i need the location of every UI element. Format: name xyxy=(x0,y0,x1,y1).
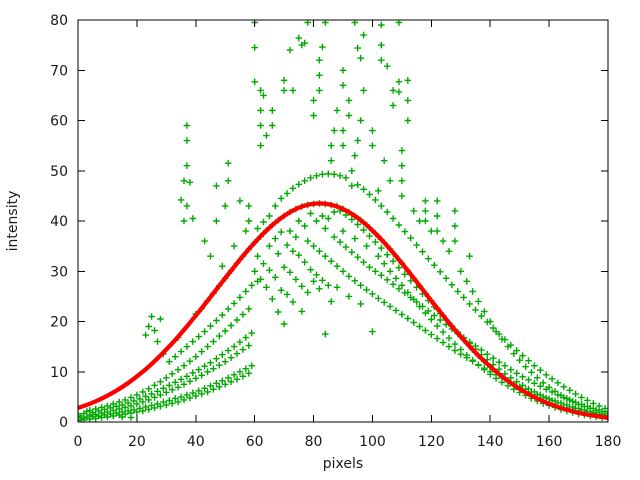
x-tick-label: 60 xyxy=(246,434,264,450)
x-tick-label: 80 xyxy=(305,434,323,450)
y-tick-label: 10 xyxy=(50,365,68,381)
fit-curve xyxy=(78,201,608,420)
y-tick-label: 20 xyxy=(50,315,68,331)
x-tick-labels: 0 20 40 60 80 100 120 140 160 180 xyxy=(74,434,622,450)
x-tick-label: 120 xyxy=(418,434,445,450)
y-tick-label: 30 xyxy=(50,264,68,280)
y-tick-label: 60 xyxy=(50,114,68,130)
y-tick-label: 70 xyxy=(50,63,68,79)
x-tick-label: 100 xyxy=(359,434,386,450)
x-tick-label: 180 xyxy=(595,434,622,450)
x-tick-label: 160 xyxy=(536,434,563,450)
y-tick-label: 0 xyxy=(59,415,68,431)
x-axis-title: pixels xyxy=(323,456,363,472)
fit-curve-series xyxy=(78,201,608,420)
x-tick-label: 0 xyxy=(74,434,83,450)
plot-border xyxy=(77,19,609,423)
x-tick-label: 40 xyxy=(187,434,205,450)
x-tick-label: 140 xyxy=(477,434,504,450)
y-axis-title: intensity xyxy=(5,191,21,252)
y-tick-label: 40 xyxy=(50,214,68,230)
y-tick-label: 50 xyxy=(50,164,68,180)
x-tick-label: 20 xyxy=(128,434,146,450)
y-tick-labels: 0 10 20 30 40 50 60 70 80 xyxy=(50,13,68,431)
y-tick-label: 80 xyxy=(50,13,68,29)
